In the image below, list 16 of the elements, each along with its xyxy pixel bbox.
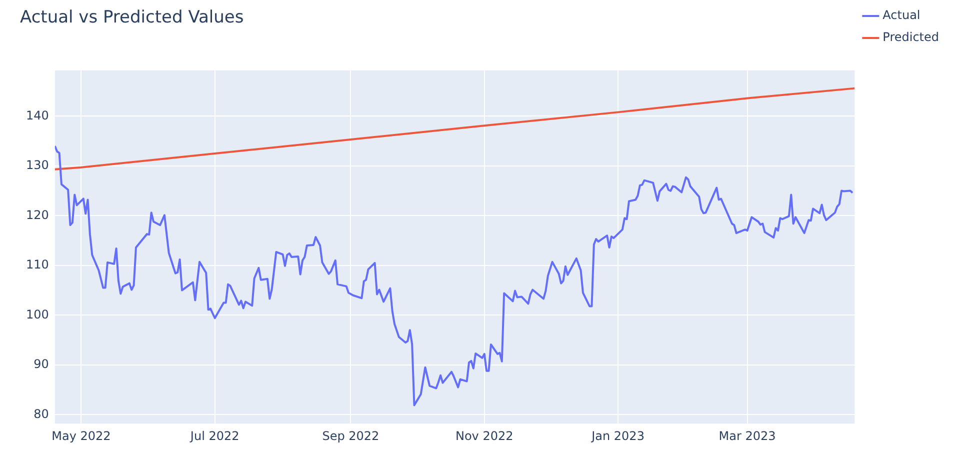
x-tick-label: Nov 2022 — [455, 428, 514, 443]
legend-label: Predicted — [882, 30, 940, 44]
y-tick-label: 90 — [34, 357, 49, 372]
y-tick-label: 80 — [34, 406, 49, 421]
y-tick-label: 120 — [26, 208, 49, 222]
x-tick-label: Sep 2022 — [322, 428, 380, 443]
y-tick-label: 110 — [26, 258, 49, 272]
legend-label: Actual — [882, 8, 920, 22]
x-tick-label: May 2022 — [52, 428, 111, 443]
chart-title: Actual vs Predicted Values — [20, 8, 244, 28]
x-tick-label: Mar 2023 — [718, 428, 776, 443]
x-tick-label: Jan 2023 — [590, 428, 644, 443]
y-tick-label: 140 — [26, 108, 49, 122]
y-tick-label: 100 — [26, 307, 49, 322]
x-tick-label: Jul 2022 — [189, 428, 240, 443]
y-tick-label: 130 — [26, 158, 49, 172]
